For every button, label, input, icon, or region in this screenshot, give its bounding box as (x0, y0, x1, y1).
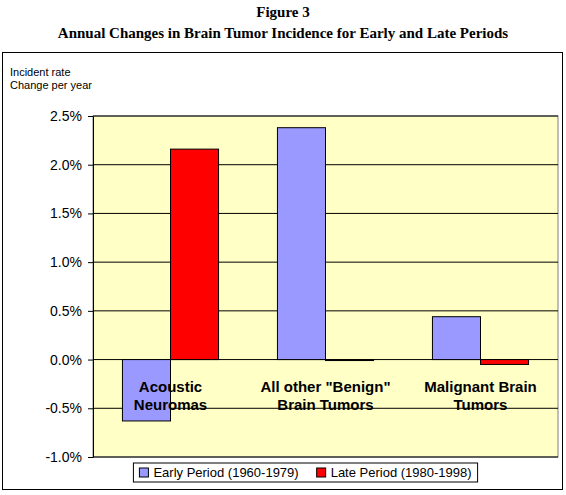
category-label: Malignant BrainTumors (424, 378, 537, 413)
y-tick-label: 1.0% (50, 254, 82, 270)
legend-swatch (139, 468, 148, 477)
y-tick: 0.5% (50, 303, 93, 319)
y-axis-title-line: Incident rate (10, 66, 71, 78)
chart: Figure 3 Annual Changes in Brain Tumor In… (0, 0, 566, 495)
y-tick-label: 2.5% (50, 108, 82, 124)
y-tick-label: 1.5% (50, 205, 82, 221)
y-tick-label: 0.0% (50, 352, 82, 368)
y-tick: -0.5% (45, 400, 93, 416)
legend-label: Early Period (1960-1979) (153, 465, 298, 480)
y-tick-mark (88, 311, 93, 312)
bar (171, 149, 219, 359)
y-tick-label: -1.0% (45, 449, 82, 465)
y-tick-mark (88, 408, 93, 409)
category-label-line: Brain Tumors (277, 396, 373, 413)
grid-line (93, 457, 558, 458)
y-axis: -1.0% -0.5% 0.0% 0.5% 1.0% 1.5% 2.0% 2.5% (45, 108, 93, 465)
legend: Early Period (1960-1979) Late Period (198… (133, 463, 477, 482)
y-tick: 2.5% (50, 108, 93, 124)
legend-box (133, 463, 477, 482)
bar (481, 360, 529, 365)
category-label-line: Acoustic (139, 378, 202, 395)
y-axis-line (93, 117, 94, 458)
legend-item: Early Period (1960-1979) (139, 465, 298, 480)
bar (432, 317, 480, 360)
y-tick: 0.0% (50, 352, 93, 368)
category-label: AcousticNeuromas (134, 378, 207, 413)
category-label-line: Neuromas (134, 396, 207, 413)
y-axis-title-line: Change per year (10, 79, 92, 91)
legend-swatch (317, 468, 326, 477)
y-tick-mark (88, 165, 93, 166)
bar (277, 128, 325, 360)
y-tick-label: 0.5% (50, 303, 82, 319)
y-tick: -1.0% (45, 449, 93, 465)
category-label-line: All other "Benign" (260, 378, 390, 395)
y-axis-title: Incident rateChange per year (10, 66, 92, 91)
chart-frame (3, 53, 563, 490)
y-tick-mark (88, 213, 93, 214)
category-label: All other "Benign"Brain Tumors (260, 378, 390, 413)
legend-item: Late Period (1980-1998) (317, 465, 472, 480)
plot-area (93, 116, 558, 457)
category-label-line: Malignant Brain (424, 378, 537, 395)
y-tick-mark (88, 457, 93, 458)
y-tick-label: 2.0% (50, 157, 82, 173)
y-tick: 2.0% (50, 157, 93, 173)
y-tick: 1.0% (50, 254, 93, 270)
y-tick-label: -0.5% (45, 400, 82, 416)
grid (93, 116, 558, 457)
y-tick-mark (88, 360, 93, 361)
title: Figure 3 (256, 4, 309, 20)
bar (326, 359, 374, 361)
category-label-line: Tumors (454, 396, 508, 413)
y-tick: 1.5% (50, 205, 93, 221)
category-labels: AcousticNeuromas All other "Benign"Brain … (134, 378, 537, 413)
subtitle: Annual Changes in Brain Tumor Incidence … (58, 25, 509, 41)
legend-label: Late Period (1980-1998) (331, 465, 472, 480)
grid-line (93, 116, 558, 117)
y-tick-mark (88, 262, 93, 263)
y-tick-mark (88, 116, 93, 117)
